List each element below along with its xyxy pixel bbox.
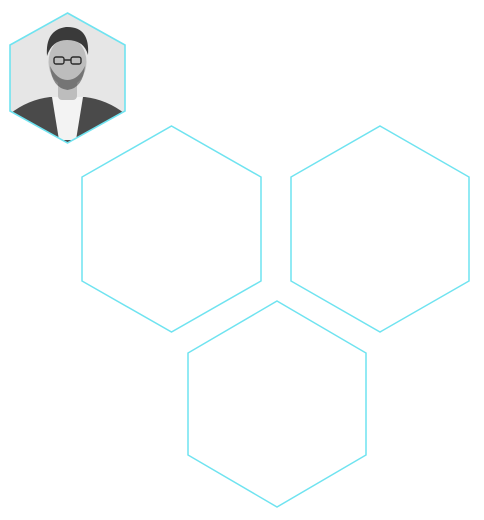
person-photo-icon <box>10 13 125 143</box>
hex-tile-left[interactable] <box>81 125 262 333</box>
hex-tile-bottom[interactable] <box>187 300 367 508</box>
avatar[interactable] <box>0 0 140 150</box>
hex-tile-right[interactable] <box>290 125 470 333</box>
